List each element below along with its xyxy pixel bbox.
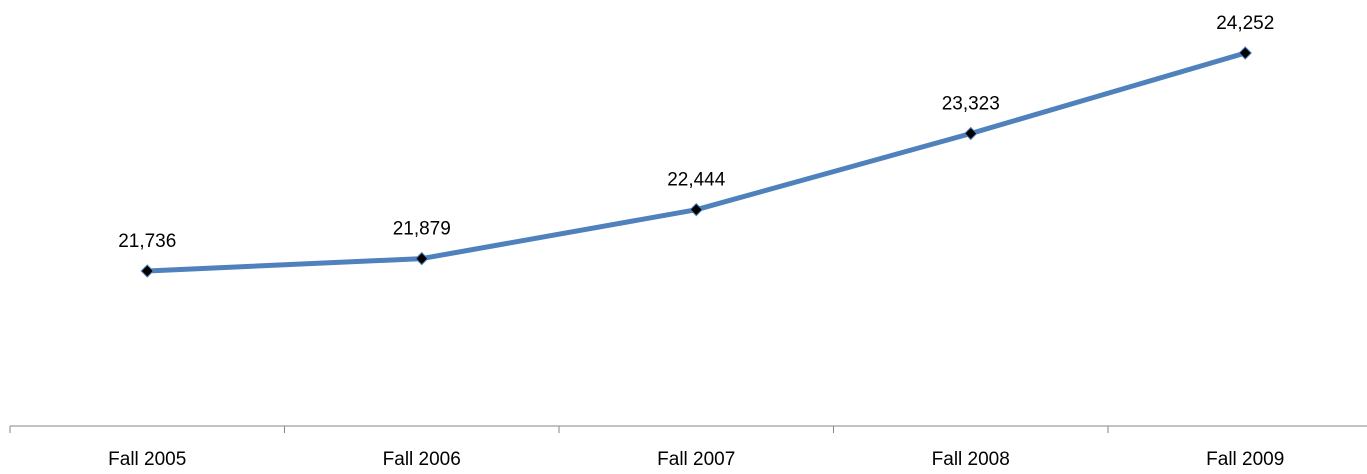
x-tick-label: Fall 2005	[108, 449, 186, 470]
series-line	[144, 50, 1248, 274]
series-line-layer	[144, 50, 1248, 274]
x-tick-label: Fall 2008	[932, 449, 1010, 470]
x-tick-label: Fall 2006	[383, 449, 461, 470]
tick-labels-layer: Fall 2005 Fall 2006 Fall 2007 Fall 2008 Fall…	[108, 449, 1284, 470]
data-label: 24,252	[1216, 13, 1274, 34]
data-point-marker	[140, 264, 154, 278]
data-label: 21,736	[118, 231, 176, 252]
data-point-marker	[1238, 46, 1252, 60]
data-point-marker	[964, 126, 978, 141]
data-point-marker	[689, 202, 703, 217]
data-label: 23,323	[942, 93, 1000, 114]
data-labels-layer: 21,736 21,879 22,444 23,323 24,252	[118, 13, 1274, 252]
markers-layer	[140, 46, 1252, 278]
x-tick-label: Fall 2009	[1206, 449, 1284, 470]
x-axis	[9, 425, 1367, 433]
data-label: 22,444	[667, 170, 726, 191]
data-point-marker	[415, 251, 429, 266]
x-tick-label: Fall 2007	[657, 449, 735, 470]
data-label: 21,879	[393, 219, 451, 240]
